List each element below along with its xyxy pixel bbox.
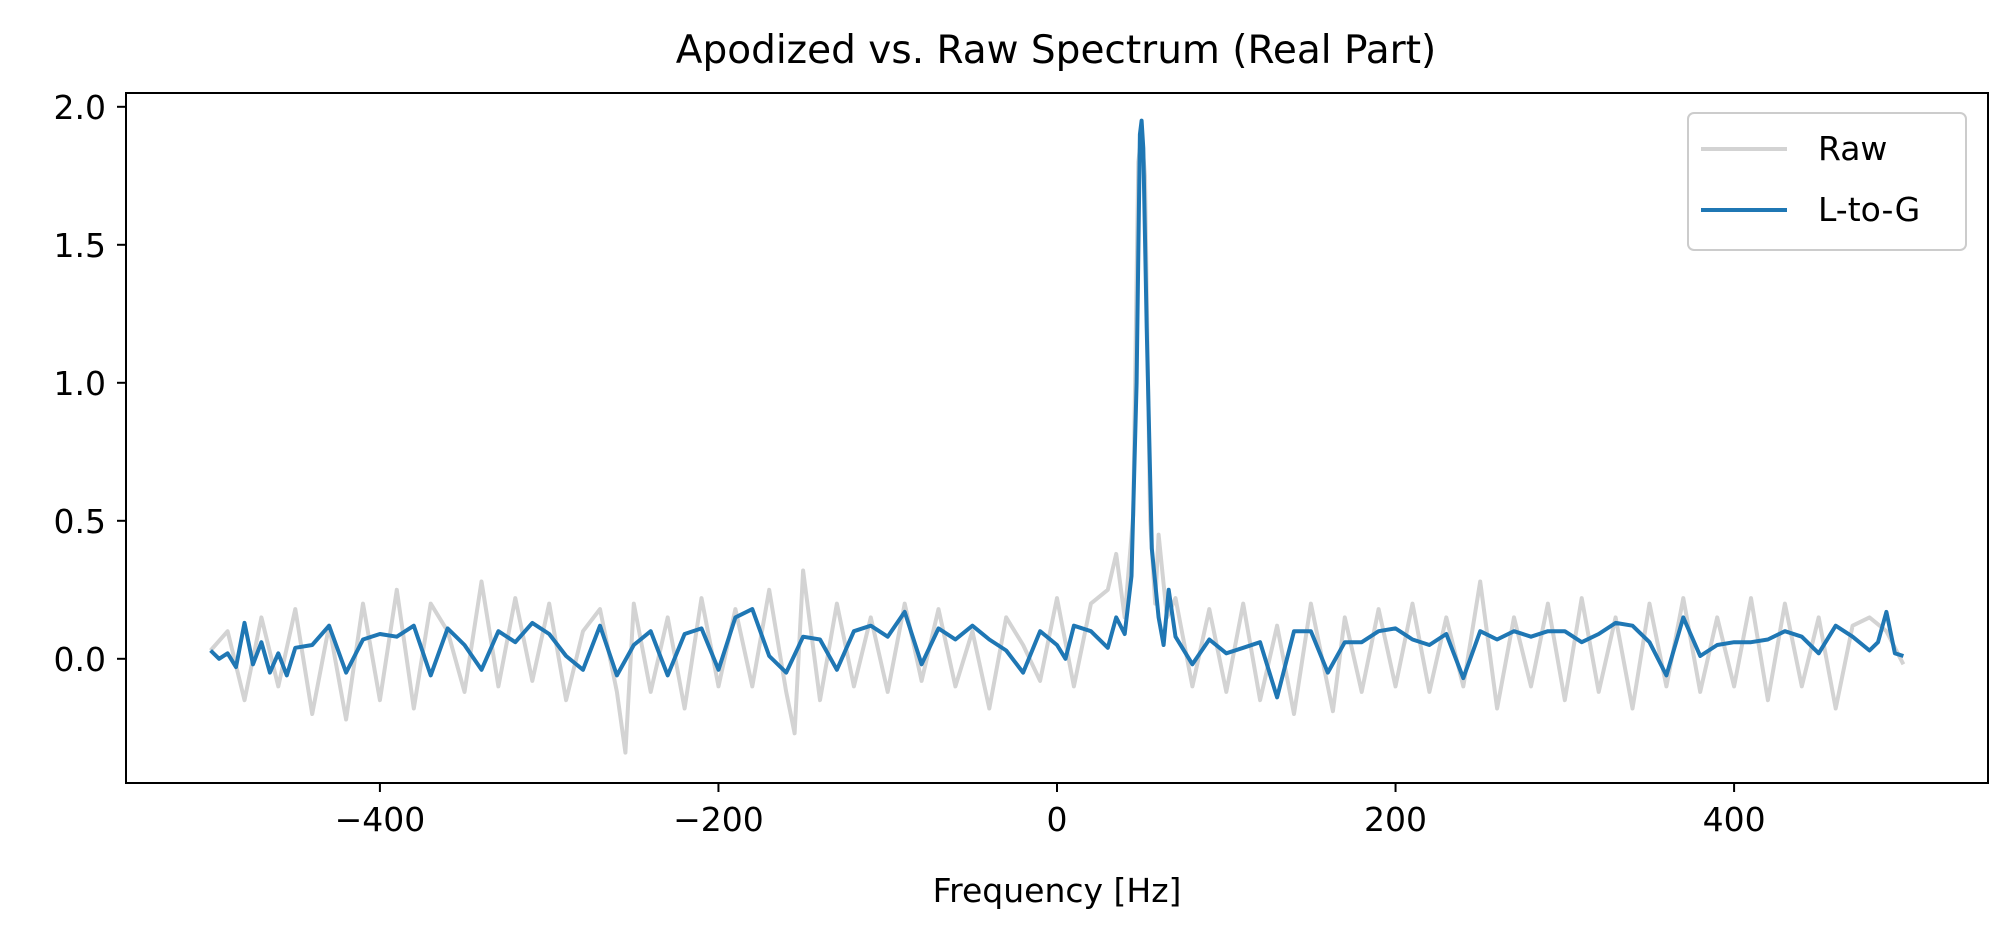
x-axis-label: Frequency [Hz]: [933, 871, 1182, 910]
series-layer: [209, 118, 1906, 755]
legend-label-raw: Raw: [1818, 129, 1887, 168]
x-tick-label: 200: [1364, 800, 1427, 839]
legend-label-l-to-g: L-to-G: [1818, 190, 1920, 229]
y-axis: 0.0 0.5 1.0 1.5 2.0: [54, 88, 126, 679]
chart-title: Apodized vs. Raw Spectrum (Real Part): [676, 28, 1436, 73]
x-tick-label: 0: [1047, 800, 1068, 839]
x-tick-label: −200: [673, 800, 764, 839]
x-axis: −400 −200 0 200 400: [335, 783, 1766, 839]
y-tick-label: 0.0: [54, 640, 106, 679]
series-line-raw: [209, 132, 1906, 755]
series-line-l-to-g: [209, 118, 1905, 700]
y-tick-label: 2.0: [54, 88, 106, 127]
y-tick-label: 0.5: [54, 502, 106, 541]
y-tick-label: 1.5: [54, 226, 106, 265]
y-tick-label: 1.0: [54, 364, 106, 403]
x-tick-label: −400: [335, 800, 426, 839]
x-tick-label: 400: [1703, 800, 1766, 839]
legend: Raw L-to-G: [1687, 112, 1967, 251]
